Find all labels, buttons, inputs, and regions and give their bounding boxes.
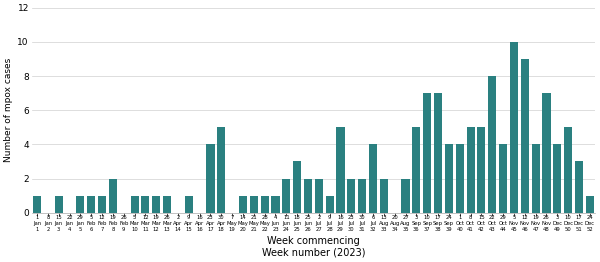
Bar: [304, 178, 312, 213]
Bar: [499, 144, 507, 213]
Bar: [87, 196, 95, 213]
Bar: [423, 93, 431, 213]
Bar: [250, 196, 258, 213]
Bar: [553, 144, 562, 213]
Y-axis label: Number of mpox cases: Number of mpox cases: [4, 58, 13, 162]
Bar: [326, 196, 334, 213]
Bar: [564, 127, 572, 213]
Bar: [163, 196, 171, 213]
Bar: [412, 127, 421, 213]
Bar: [76, 196, 85, 213]
X-axis label: Week commencing
Week number (2023): Week commencing Week number (2023): [262, 236, 365, 258]
Bar: [369, 144, 377, 213]
Bar: [337, 127, 344, 213]
Bar: [467, 127, 475, 213]
Bar: [315, 178, 323, 213]
Bar: [434, 93, 442, 213]
Bar: [510, 42, 518, 213]
Bar: [152, 196, 160, 213]
Bar: [401, 178, 410, 213]
Bar: [98, 196, 106, 213]
Bar: [358, 178, 366, 213]
Bar: [478, 127, 485, 213]
Bar: [217, 127, 226, 213]
Bar: [131, 196, 139, 213]
Bar: [185, 196, 193, 213]
Bar: [488, 76, 496, 213]
Bar: [206, 144, 215, 213]
Bar: [271, 196, 280, 213]
Bar: [586, 196, 594, 213]
Bar: [380, 178, 388, 213]
Bar: [142, 196, 149, 213]
Bar: [532, 144, 539, 213]
Bar: [455, 144, 464, 213]
Bar: [445, 144, 453, 213]
Bar: [347, 178, 355, 213]
Bar: [109, 178, 117, 213]
Bar: [293, 161, 301, 213]
Bar: [575, 161, 583, 213]
Bar: [33, 196, 41, 213]
Bar: [542, 93, 551, 213]
Bar: [282, 178, 290, 213]
Bar: [239, 196, 247, 213]
Bar: [521, 59, 529, 213]
Bar: [260, 196, 269, 213]
Bar: [55, 196, 63, 213]
